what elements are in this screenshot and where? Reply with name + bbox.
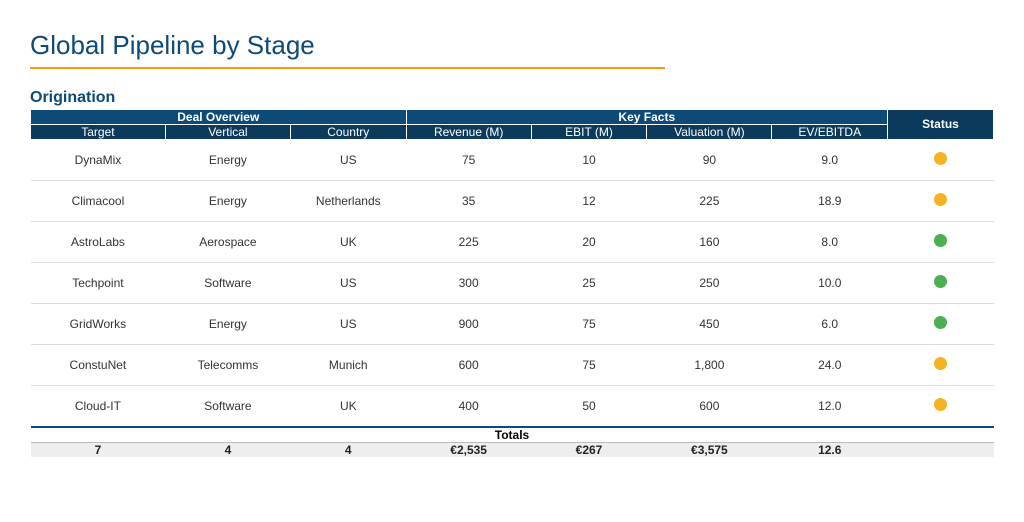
- cell-valuation: 90: [647, 139, 772, 180]
- status-dot-icon: [934, 234, 947, 247]
- cell-revenue: 35: [406, 180, 531, 221]
- cell-country: UK: [291, 221, 407, 262]
- status-dot-icon: [934, 398, 947, 411]
- cell-valuation: 225: [647, 180, 772, 221]
- cell-ev_ebitda: 8.0: [772, 221, 888, 262]
- cell-target: AstroLabs: [31, 221, 166, 262]
- cell-status: [888, 180, 994, 221]
- totals-vertical: 4: [165, 442, 290, 457]
- cell-target: GridWorks: [31, 303, 166, 344]
- cell-country: US: [291, 139, 407, 180]
- cell-vertical: Telecomms: [165, 344, 290, 385]
- table-row: Cloud-ITSoftwareUK4005060012.0: [31, 385, 994, 427]
- cell-revenue: 75: [406, 139, 531, 180]
- cell-status: [888, 344, 994, 385]
- totals-status: [888, 442, 994, 457]
- col-header-vertical: Vertical: [165, 124, 290, 139]
- cell-ebit: 75: [531, 344, 647, 385]
- title-underline: [30, 67, 665, 69]
- cell-ebit: 50: [531, 385, 647, 427]
- cell-ev_ebitda: 6.0: [772, 303, 888, 344]
- totals-valuation: €3,575: [647, 442, 772, 457]
- cell-vertical: Energy: [165, 139, 290, 180]
- totals-country: 4: [291, 442, 407, 457]
- table-row: TechpointSoftwareUS3002525010.0: [31, 262, 994, 303]
- cell-revenue: 900: [406, 303, 531, 344]
- totals-target: 7: [31, 442, 166, 457]
- section-heading: Origination: [30, 89, 994, 107]
- table-row: GridWorksEnergyUS900754506.0: [31, 303, 994, 344]
- cell-ev_ebitda: 18.9: [772, 180, 888, 221]
- cell-ev_ebitda: 9.0: [772, 139, 888, 180]
- cell-country: US: [291, 303, 407, 344]
- cell-ebit: 75: [531, 303, 647, 344]
- col-header-country: Country: [291, 124, 407, 139]
- cell-country: UK: [291, 385, 407, 427]
- totals-ebit: €267: [531, 442, 647, 457]
- table-row: AstroLabsAerospaceUK225201608.0: [31, 221, 994, 262]
- table-row: DynaMixEnergyUS7510909.0: [31, 139, 994, 180]
- status-dot-icon: [934, 275, 947, 288]
- col-header-ev-ebitda: EV/EBITDA: [772, 124, 888, 139]
- group-header-deal-overview: Deal Overview: [31, 110, 407, 125]
- cell-country: Netherlands: [291, 180, 407, 221]
- cell-target: DynaMix: [31, 139, 166, 180]
- status-dot-icon: [934, 316, 947, 329]
- totals-label: Totals: [31, 427, 994, 443]
- cell-status: [888, 262, 994, 303]
- cell-target: ConstuNet: [31, 344, 166, 385]
- cell-valuation: 1,800: [647, 344, 772, 385]
- cell-valuation: 600: [647, 385, 772, 427]
- cell-target: Techpoint: [31, 262, 166, 303]
- status-dot-icon: [934, 193, 947, 206]
- cell-vertical: Software: [165, 262, 290, 303]
- cell-target: Cloud-IT: [31, 385, 166, 427]
- cell-ev_ebitda: 24.0: [772, 344, 888, 385]
- pipeline-table: Deal Overview Key Facts Status Target Ve…: [30, 109, 994, 457]
- cell-country: Munich: [291, 344, 407, 385]
- status-dot-icon: [934, 152, 947, 165]
- group-header-key-facts: Key Facts: [406, 110, 887, 125]
- cell-valuation: 450: [647, 303, 772, 344]
- cell-vertical: Energy: [165, 303, 290, 344]
- cell-status: [888, 139, 994, 180]
- cell-target: Climacool: [31, 180, 166, 221]
- totals-ev-ebitda: 12.6: [772, 442, 888, 457]
- cell-valuation: 250: [647, 262, 772, 303]
- cell-country: US: [291, 262, 407, 303]
- cell-valuation: 160: [647, 221, 772, 262]
- col-header-valuation: Valuation (M): [647, 124, 772, 139]
- cell-vertical: Energy: [165, 180, 290, 221]
- cell-status: [888, 303, 994, 344]
- cell-vertical: Software: [165, 385, 290, 427]
- totals-revenue: €2,535: [406, 442, 531, 457]
- col-header-status: Status: [888, 110, 994, 140]
- cell-ebit: 12: [531, 180, 647, 221]
- cell-status: [888, 385, 994, 427]
- col-header-revenue: Revenue (M): [406, 124, 531, 139]
- cell-revenue: 600: [406, 344, 531, 385]
- table-row: ConstuNetTelecommsMunich600751,80024.0: [31, 344, 994, 385]
- cell-revenue: 300: [406, 262, 531, 303]
- cell-revenue: 400: [406, 385, 531, 427]
- status-dot-icon: [934, 357, 947, 370]
- col-header-target: Target: [31, 124, 166, 139]
- cell-status: [888, 221, 994, 262]
- cell-revenue: 225: [406, 221, 531, 262]
- page-title: Global Pipeline by Stage: [30, 30, 994, 61]
- cell-ebit: 25: [531, 262, 647, 303]
- cell-vertical: Aerospace: [165, 221, 290, 262]
- cell-ev_ebitda: 12.0: [772, 385, 888, 427]
- cell-ebit: 10: [531, 139, 647, 180]
- cell-ev_ebitda: 10.0: [772, 262, 888, 303]
- table-row: ClimacoolEnergyNetherlands351222518.9: [31, 180, 994, 221]
- cell-ebit: 20: [531, 221, 647, 262]
- col-header-ebit: EBIT (M): [531, 124, 647, 139]
